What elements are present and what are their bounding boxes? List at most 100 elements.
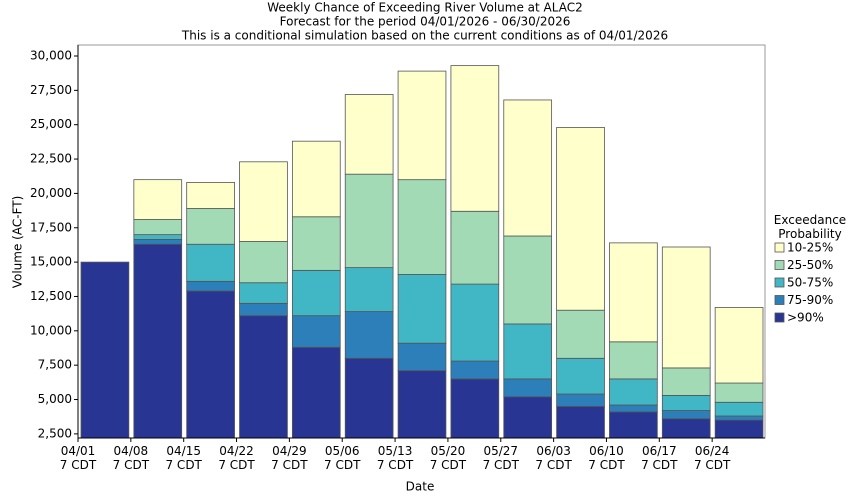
bar-segment [714,401,764,417]
bar-segment [133,239,183,245]
y-tick-label: 2,500 [38,426,72,440]
bar-segment [133,179,183,220]
bar-segment [186,208,235,245]
y-tick-label: 5,000 [38,392,72,406]
bar-segment [661,246,711,369]
bar-segment [609,378,658,406]
bar-segment [714,307,764,384]
chart-subtitle: Forecast for the period 04/01/2026 - 06/… [280,15,571,29]
y-tick-label: 20,000 [30,186,72,200]
bar-segment [291,315,341,348]
bar-segment [397,70,447,181]
bar-segment [661,418,711,439]
bar-segment [186,280,235,292]
bar-segment [503,396,553,439]
bar-segment [450,360,500,380]
bar-segment [397,370,447,439]
legend-swatch [774,260,785,270]
bar-segment [344,94,394,175]
x-tick-label: 06/17 7 CDT [641,444,678,472]
bar-segment [344,173,394,269]
bar-segment [503,99,553,237]
bar-segment [609,341,658,380]
bar-segment [239,161,288,242]
bar-segment [291,269,341,317]
bar-segment [239,302,288,317]
bar-segment [661,395,711,411]
legend-swatch [774,312,785,323]
legend-swatch [774,277,785,288]
bar-segment [450,210,500,285]
x-tick-label: 05/06 7 CDT [324,444,361,472]
legend-label: 75-90% [787,293,833,307]
bar-segment [556,405,605,439]
bar-segment [133,219,183,236]
bar-segment [450,378,500,439]
legend-label: >90% [787,311,824,325]
bar-segment [291,216,341,271]
y-tick-label: 15,000 [30,255,72,269]
x-tick-label: 06/10 7 CDT [588,444,625,472]
bar-segment [239,315,288,439]
x-axis-label: Date [406,480,435,494]
bar-segment [186,290,235,439]
bar-segment [239,282,288,304]
bar-segment [556,309,605,359]
x-tick-label: 05/13 7 CDT [376,444,414,472]
bar-segment [397,342,447,372]
chart-subtitle: This is a conditional simulation based o… [181,29,668,43]
bar-segment [344,311,394,359]
bar-segment [291,140,341,218]
bar-segment [186,182,235,209]
y-tick-label: 7,500 [38,358,72,372]
x-tick-label: 04/22 7 CDT [218,444,255,472]
y-tick-label: 12,500 [30,289,72,303]
legend-swatch [774,295,785,305]
y-tick-label: 25,000 [30,117,72,131]
bar-segment [556,393,605,407]
legend-swatch [774,242,785,253]
legend-label: 25-50% [787,258,833,272]
x-tick-label: 04/15 7 CDT [165,444,202,472]
bar-segment [450,283,500,362]
legend-title: Exceedance Probability [773,213,847,241]
x-tick-label: 04/01 7 CDT [59,444,97,472]
y-axis-label: Volume (AC-FT) [11,196,25,289]
bar-segment [556,127,605,311]
y-tick-label: 10,000 [30,323,72,337]
y-tick-label: 30,000 [30,48,72,62]
bar-segment [186,243,235,282]
bar-segment [714,419,764,439]
bar-segment [397,274,447,344]
legend-label: 50-75% [787,276,833,290]
x-tick-label: 06/03 7 CDT [535,444,572,472]
bar-segment [344,267,394,312]
bar-segment [503,323,553,380]
x-tick-label: 05/27 7 CDT [482,444,519,472]
bar-segment [80,261,130,439]
bar-segment [503,378,553,398]
bar-segment [503,235,553,325]
x-tick-label: 06/24 7 CDT [693,444,731,472]
chart-title: Weekly Chance of Exceeding River Volume … [267,1,582,15]
bar-segment [609,411,658,439]
x-tick-label: 04/29 7 CDT [271,444,308,472]
bar-segment [714,382,764,403]
bar-segment [609,404,658,413]
bar-segment [714,415,764,421]
bar-segment [556,357,605,395]
bar-segment [661,410,711,420]
y-tick-label: 17,500 [30,220,72,234]
bar-segment [661,367,711,396]
bar-segment [450,65,500,212]
bar-segment [239,241,288,284]
bar-segment [133,234,183,240]
bar-segment [133,243,183,439]
x-tick-label: 04/08 7 CDT [112,444,150,472]
x-tick-label: 05/20 7 CDT [429,444,467,472]
bar-segment [291,346,341,439]
y-tick-label: 22,500 [30,152,72,166]
bar-segment [609,242,658,343]
